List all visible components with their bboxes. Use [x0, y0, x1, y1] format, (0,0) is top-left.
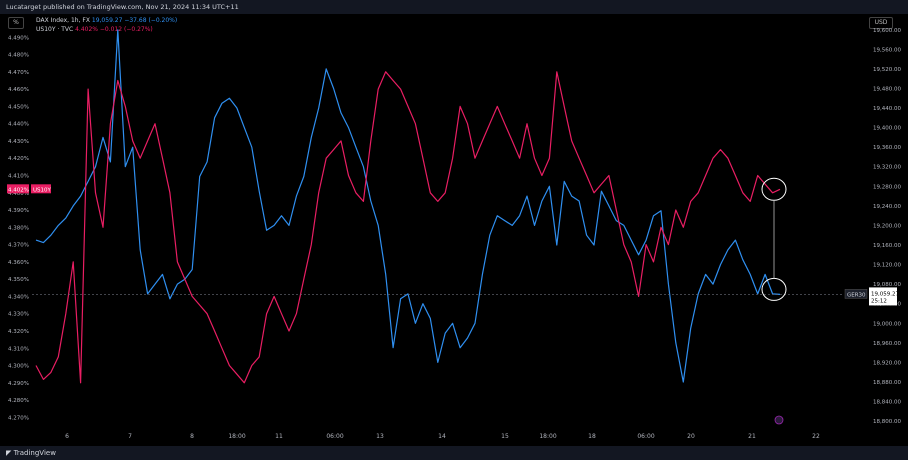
us10y-legend-values: 4.402% −0.012 (−0.27%) — [75, 26, 153, 33]
right-axis-tick-label: 19,120.00 — [873, 263, 901, 269]
dax-tag-box — [844, 289, 868, 299]
right-axis-tick-label: 18,960.00 — [873, 341, 901, 347]
left-axis-tick-label: 4.440% — [8, 122, 29, 128]
dax-countdown-label: 25:12 — [871, 298, 887, 304]
x-axis-tick-label: 06:00 — [637, 433, 654, 440]
left-axis-tick-label: 4.490% — [8, 35, 29, 41]
us10y-tag-box — [31, 184, 51, 194]
x-axis-tick-label: 22 — [812, 433, 820, 440]
dax-tag-label: GER30 — [847, 292, 866, 298]
x-axis-tick-label: 18:00 — [539, 433, 556, 440]
x-axis-tick-label: 7 — [128, 433, 132, 440]
x-axis-tick-label: 11 — [275, 433, 283, 440]
left-axis-tick-label: 4.410% — [8, 173, 29, 179]
tradingview-logo[interactable]: ◤ TradingView — [6, 446, 56, 460]
right-axis-tick-label: 19,520.00 — [873, 67, 901, 73]
x-axis-tick-label: 15 — [501, 433, 509, 440]
chart-legend: DAX Index, 1h, FX 19,059.27 −37.68 (−0.2… — [36, 16, 177, 34]
right-axis-tick-label: 18,840.00 — [873, 400, 901, 406]
dax-last-value-label: 19,059.27 — [871, 291, 899, 297]
dax-legend-values: 19,059.27 −37.68 (−0.20%) — [91, 17, 178, 24]
event-marker-icon — [774, 415, 784, 425]
right-axis-tick-label: 19,160.00 — [873, 243, 901, 249]
x-axis-tick-label: 13 — [376, 433, 384, 440]
dax-last-value-box — [869, 287, 897, 306]
x-axis-tick-label: 20 — [687, 433, 695, 440]
us10y-last-value-label: 4.402% — [8, 187, 29, 193]
publish-header: Lucatarget published on TradingView.com,… — [0, 0, 908, 14]
left-axis-tick-label: 4.320% — [8, 329, 29, 335]
left-axis-tick-label: 4.350% — [8, 277, 29, 283]
left-axis-tick-label: 4.370% — [8, 243, 29, 249]
right-axis-tick-label: 18,920.00 — [873, 360, 901, 366]
right-axis-tick-label: 18,880.00 — [873, 380, 901, 386]
dax-series-line — [35, 29, 781, 383]
left-axis-tick-label: 4.270% — [8, 415, 29, 421]
right-axis-tick-label: 19,200.00 — [873, 223, 901, 229]
right-axis-tick-label: 19,560.00 — [873, 47, 901, 53]
price-chart[interactable]: 4.490% 4.480% 4.470% 4.460% 4.450% 4.440% 4.43… — [0, 0, 908, 446]
right-axis-tick-label: 19,000.00 — [873, 321, 901, 327]
us10y-legend-symbol[interactable]: US10Y · TVC — [36, 26, 74, 33]
right-axis-tick-label: 19,360.00 — [873, 145, 901, 151]
dax-legend-symbol[interactable]: DAX Index, 1h, FX — [36, 17, 90, 24]
right-axis-tick-label: 19,280.00 — [873, 184, 901, 190]
left-axis-tick-label: 4.430% — [8, 139, 29, 145]
left-axis-tick-label: 4.460% — [8, 87, 29, 93]
publish-info: Lucatarget published on TradingView.com,… — [6, 3, 239, 11]
x-axis-tick-label: 06:00 — [326, 433, 343, 440]
right-axis-tick-label: 19,400.00 — [873, 126, 901, 132]
right-axis-tick-label: 19,440.00 — [873, 106, 901, 112]
percent-scale-button[interactable]: % — [8, 17, 24, 29]
us10y-series-line — [35, 71, 781, 384]
left-axis-tick-label: 4.340% — [8, 294, 29, 300]
left-axis-tick-label: 4.420% — [8, 156, 29, 162]
right-axis-tick-label: 19,320.00 — [873, 165, 901, 171]
left-axis-tick-label: 4.300% — [8, 364, 29, 370]
left-axis-tick-label: 4.290% — [8, 381, 29, 387]
left-axis-tick-label: 4.360% — [8, 260, 29, 266]
left-axis-tick-label: 4.390% — [8, 208, 29, 214]
x-axis-tick-label: 18 — [588, 433, 596, 440]
left-axis-tick-label: 4.310% — [8, 346, 29, 352]
left-axis-tick-label: 4.380% — [8, 225, 29, 231]
x-axis-tick-label: 18:00 — [228, 433, 245, 440]
left-axis-tick-label: 4.280% — [8, 398, 29, 404]
annotation-circle-us10y — [761, 177, 787, 201]
us10y-last-value-box — [7, 184, 29, 194]
tradingview-logo-icon: ◤ — [6, 449, 12, 457]
right-axis-tick-label: 19,240.00 — [873, 204, 901, 210]
brand-label: TradingView — [13, 449, 56, 457]
right-axis-tick-label: 18,800.00 — [873, 419, 901, 425]
right-axis-tick-label: 19,480.00 — [873, 86, 901, 92]
currency-button[interactable]: USD — [869, 17, 893, 29]
right-axis-tick-label: 19,080.00 — [873, 282, 901, 288]
x-axis-tick-label: 8 — [190, 433, 194, 440]
left-axis-tick-label: 4.330% — [8, 312, 29, 318]
left-axis-tick-label: 4.470% — [8, 70, 29, 76]
footer-bar: ◤ TradingView — [0, 446, 908, 460]
x-axis-tick-label: 14 — [438, 433, 446, 440]
right-axis-tick-label: 19,600.00 — [873, 28, 901, 34]
left-axis-tick-label: 4.450% — [8, 104, 29, 110]
annotation-circle-dax — [761, 277, 787, 301]
left-axis-tick-label: 4.400% — [8, 191, 29, 197]
us10y-tag-label: US10Y — [33, 187, 52, 193]
x-axis-tick-label: 21 — [748, 433, 756, 440]
left-axis-tick-label: 4.480% — [8, 53, 29, 59]
x-axis-tick-label: 6 — [65, 433, 69, 440]
